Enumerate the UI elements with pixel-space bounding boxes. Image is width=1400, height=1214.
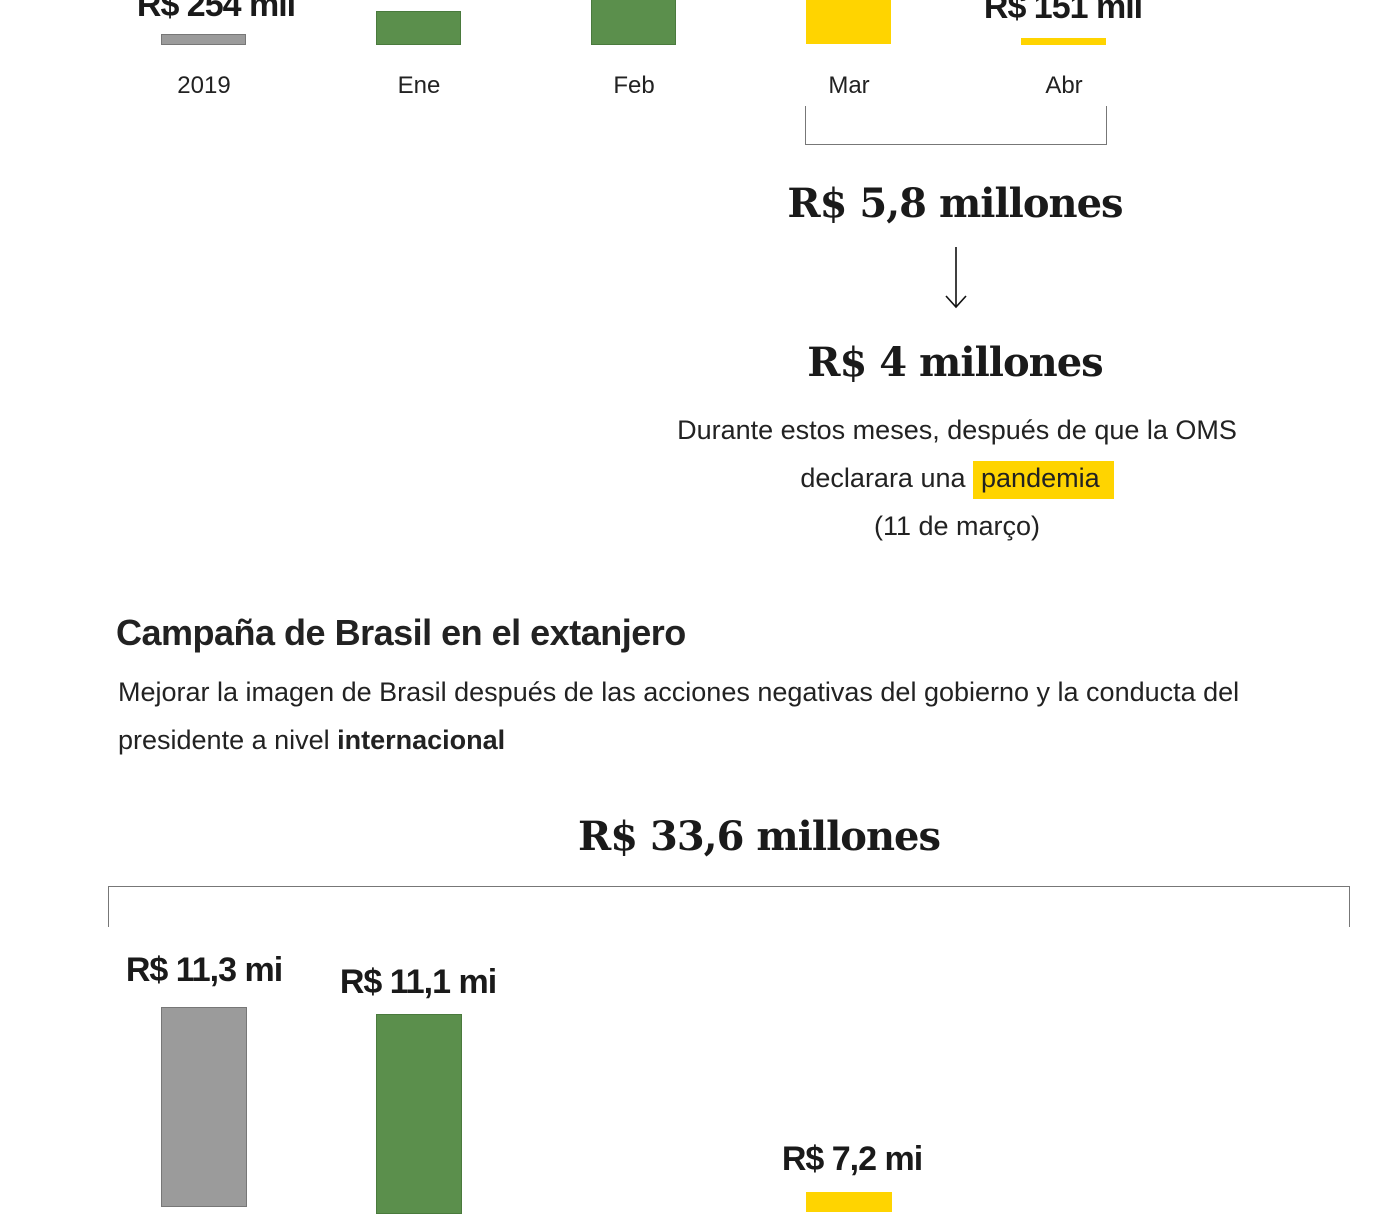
bar-feb [591,0,676,45]
bracket-mar-abr [805,106,1107,145]
value-label-ene-b: R$ 11,1 mi [339,963,497,1001]
arrow-down-icon [945,247,967,309]
value-label-mar-b: R$ 7,2 mi [781,1140,923,1178]
pandemia-highlight: pandemia [973,461,1114,499]
value-label-abr: R$ 151 mil [983,0,1143,26]
total-after: R$ 4 millones [807,339,1103,386]
x-label-2019: 2019 [177,72,231,99]
x-label-abr: Abr [1045,72,1083,99]
bar-ene-b [376,1014,462,1214]
total-campaign: R$ 33,6 millones [578,813,941,860]
description-text: Mejorar la imagen de Brasil después de l… [118,677,1240,755]
x-label-feb: Feb [613,72,655,99]
bar-2019-b [161,1007,247,1207]
bar-mar-b [806,1192,892,1212]
bar-ene [376,11,461,45]
section-description: Mejorar la imagen de Brasil después de l… [118,668,1338,764]
section-title: Campaña de Brasil en el extanjero [116,612,686,653]
description-bold: internacional [337,725,506,755]
bar-abr [1021,38,1106,45]
bar-mar [806,0,891,44]
x-label-ene: Ene [397,72,441,99]
value-label-2019-b: R$ 11,3 mi [125,951,283,989]
pandemic-note: Durante estos meses, después de que la O… [650,406,1264,550]
value-label-2019: R$ 254 mil [136,0,296,24]
bar-2019 [161,34,246,45]
note-date: (11 de março) [873,511,1041,541]
bracket-campaign [108,886,1350,927]
x-label-mar: Mar [828,72,870,99]
note-text: Durante estos meses, después de que la O… [677,415,1237,493]
total-before: R$ 5,8 millones [787,180,1123,227]
